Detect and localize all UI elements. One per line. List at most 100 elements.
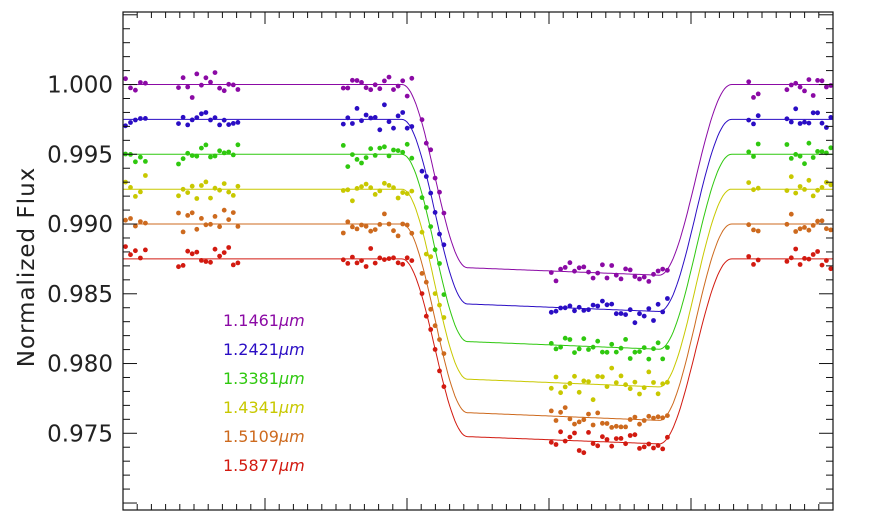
data-point: [428, 224, 434, 230]
data-point: [590, 441, 596, 446]
data-point: [377, 255, 383, 261]
legend-wavelength-unit: µm: [278, 369, 305, 388]
data-point: [609, 443, 615, 449]
data-point: [819, 185, 825, 190]
data-point: [562, 384, 568, 390]
data-point: [623, 312, 628, 317]
data-point: [432, 210, 438, 215]
data-point: [828, 266, 834, 272]
data-point: [432, 291, 438, 296]
data-point: [423, 174, 429, 179]
data-point: [368, 146, 374, 152]
data-point: [802, 88, 807, 94]
data-point: [372, 192, 378, 197]
data-point: [558, 390, 563, 396]
data-point: [208, 117, 213, 123]
data-point: [419, 291, 425, 296]
data-point: [203, 259, 209, 264]
data-point: [185, 248, 191, 254]
data-point: [437, 261, 442, 266]
data-point: [828, 182, 834, 188]
data-point: [235, 142, 241, 148]
data-point: [340, 230, 346, 236]
data-point: [404, 255, 410, 261]
data-point: [428, 147, 434, 153]
data-point: [618, 311, 624, 316]
data-point: [180, 229, 186, 235]
data-point: [423, 205, 429, 210]
data-point: [203, 110, 209, 115]
data-point: [377, 188, 383, 194]
data-point: [372, 82, 378, 88]
data-point: [586, 347, 591, 352]
data-point: [359, 160, 364, 166]
data-point: [199, 145, 204, 151]
data-point: [345, 164, 351, 170]
data-point: [590, 302, 596, 308]
data-point: [432, 175, 438, 181]
data-point: [230, 210, 236, 216]
data-point: [572, 268, 577, 274]
data-point: [618, 424, 624, 430]
data-point: [128, 216, 133, 221]
data-point: [627, 307, 633, 313]
data-point: [377, 222, 383, 227]
data-point: [391, 147, 396, 153]
data-point: [637, 421, 642, 427]
data-point: [548, 341, 554, 346]
data-point: [641, 274, 647, 280]
data-point: [382, 180, 387, 186]
data-point: [810, 110, 816, 116]
data-point: [123, 217, 128, 223]
model-curve-3: [123, 153, 833, 350]
data-point: [590, 397, 596, 403]
data-point: [576, 265, 582, 271]
series-points-5: [123, 207, 834, 430]
data-point: [548, 408, 554, 414]
data-point: [230, 121, 236, 126]
data-point: [627, 386, 633, 392]
data-point: [226, 189, 232, 195]
legend-item-3: 1.3381µm: [223, 369, 305, 388]
data-point: [212, 185, 218, 191]
data-point: [123, 76, 128, 82]
data-point: [235, 120, 241, 125]
data-point: [441, 315, 447, 320]
data-point: [212, 115, 218, 121]
data-point: [345, 115, 351, 121]
data-point: [746, 117, 752, 123]
data-point: [600, 420, 605, 426]
data-point: [613, 436, 619, 441]
data-point: [788, 211, 794, 217]
data-point: [558, 409, 563, 415]
data-point: [359, 80, 364, 85]
data-point: [395, 260, 401, 266]
data-point: [627, 356, 633, 361]
data-point: [423, 313, 429, 319]
data-point: [409, 258, 415, 263]
model-curve-1: [123, 84, 833, 276]
data-point: [143, 247, 148, 253]
data-point: [548, 270, 554, 275]
data-point: [548, 309, 554, 315]
y-tick-label: 0.995: [47, 142, 113, 168]
data-point: [180, 263, 186, 268]
data-point: [428, 254, 434, 260]
data-point: [784, 116, 790, 122]
data-point: [382, 102, 387, 108]
data-point: [377, 145, 383, 151]
data-point: [138, 219, 143, 225]
data-point: [409, 75, 415, 81]
data-point: [824, 84, 829, 90]
data-point: [176, 210, 181, 216]
y-axis-label: Normalized Flux: [14, 167, 40, 368]
data-point: [350, 224, 355, 230]
data-point: [437, 189, 442, 195]
data-point: [180, 75, 186, 81]
y-tick-label: 0.990: [47, 212, 113, 238]
data-point: [802, 256, 807, 261]
model-curve-6: [123, 258, 833, 445]
data-point: [641, 385, 647, 391]
data-point: [660, 446, 666, 452]
data-point: [755, 141, 761, 147]
